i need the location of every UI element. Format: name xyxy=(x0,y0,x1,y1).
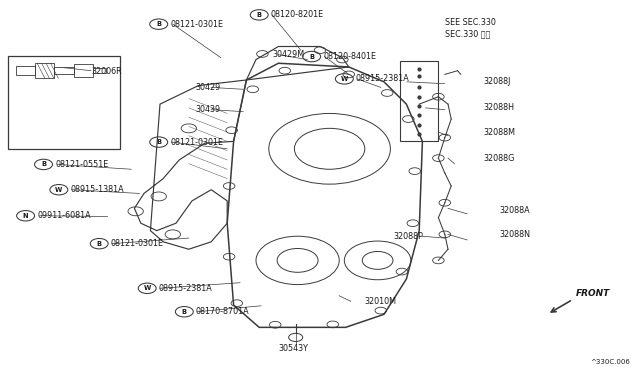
Text: W: W xyxy=(143,285,151,291)
Text: W: W xyxy=(55,187,63,193)
Text: 32088H: 32088H xyxy=(483,103,514,112)
Text: 32088G: 32088G xyxy=(483,154,515,163)
Text: 30429M: 30429M xyxy=(272,50,304,59)
Text: 08170-8701A: 08170-8701A xyxy=(196,307,250,316)
Text: 32006R: 32006R xyxy=(92,67,122,76)
Text: 32088J: 32088J xyxy=(483,77,511,86)
Text: SEE SEC.330: SEE SEC.330 xyxy=(445,18,495,27)
Text: N: N xyxy=(23,213,28,219)
Text: W: W xyxy=(340,76,348,82)
Text: B: B xyxy=(309,54,314,60)
Text: B: B xyxy=(182,309,187,315)
Text: FRONT: FRONT xyxy=(576,289,611,298)
Bar xyxy=(400,61,438,141)
Text: 32088M: 32088M xyxy=(483,128,515,137)
Text: ^330C.006: ^330C.006 xyxy=(591,359,630,365)
Text: 08120-8201E: 08120-8201E xyxy=(271,10,324,19)
Text: 08120-8401E: 08120-8401E xyxy=(323,52,376,61)
Text: 08915-2381A: 08915-2381A xyxy=(159,284,212,293)
Text: 30543Y: 30543Y xyxy=(278,344,308,353)
Text: 08915-2381A: 08915-2381A xyxy=(356,74,410,83)
Text: 32088A: 32088A xyxy=(499,206,530,215)
Text: B: B xyxy=(156,21,161,27)
Text: 08121-0301E: 08121-0301E xyxy=(111,239,164,248)
Text: 09911-6081A: 09911-6081A xyxy=(37,211,91,220)
Text: 32010M: 32010M xyxy=(365,297,397,306)
Text: B: B xyxy=(257,12,262,18)
Text: 32088N: 32088N xyxy=(499,230,530,239)
Bar xyxy=(8,56,120,149)
Text: 08121-0551E: 08121-0551E xyxy=(55,160,108,169)
Text: 30439: 30439 xyxy=(195,105,220,114)
Text: 30429: 30429 xyxy=(195,83,220,92)
Text: B: B xyxy=(156,139,161,145)
Text: 08915-1381A: 08915-1381A xyxy=(70,185,124,194)
Text: B: B xyxy=(97,241,102,247)
Text: B: B xyxy=(41,161,46,167)
Text: 32088P: 32088P xyxy=(394,232,424,241)
Text: 08121-0301E: 08121-0301E xyxy=(170,138,223,147)
Text: 08121-0301E: 08121-0301E xyxy=(170,20,223,29)
Text: SEC.330 参照: SEC.330 参照 xyxy=(445,29,490,38)
